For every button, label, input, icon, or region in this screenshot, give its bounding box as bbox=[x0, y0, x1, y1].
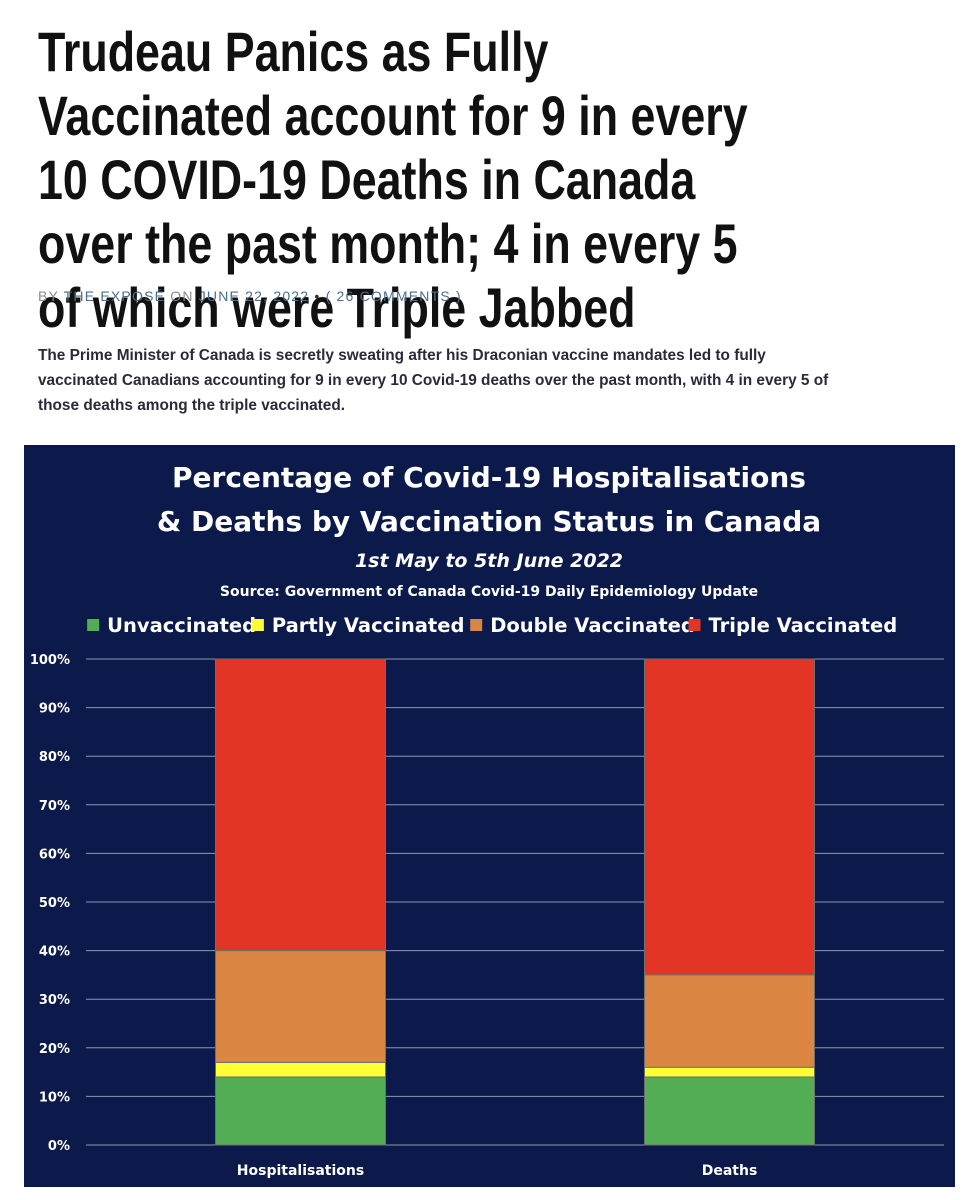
bar-deaths-triple-vaccinated bbox=[644, 658, 815, 976]
y-tick-label-7: 70% bbox=[39, 799, 70, 814]
legend-swatch-3 bbox=[688, 619, 701, 631]
y-tick-label-10: 100% bbox=[30, 653, 70, 668]
bar-deaths-unvaccinated bbox=[644, 1076, 815, 1146]
legend-swatch-1 bbox=[251, 619, 264, 631]
legend-label-3: Triple Vaccinated bbox=[709, 614, 898, 637]
stacked-bar-chart: Percentage of Covid-19 Hospitalisations &… bbox=[30, 461, 944, 1179]
y-tick-label-2: 20% bbox=[39, 1042, 70, 1057]
bar-hospitalisations-unvaccinated bbox=[215, 1076, 386, 1146]
article-summary: The Prime Minister of Canada is secretly… bbox=[38, 347, 829, 414]
y-tick-label-1: 10% bbox=[39, 1090, 70, 1105]
x-tick-label-1: Deaths bbox=[702, 1163, 758, 1179]
y-tick-label-3: 30% bbox=[39, 993, 70, 1008]
article-byline: BY THE EXPOSÉ ON JUNE 22, 2022 • ( 26 CO… bbox=[38, 288, 462, 304]
chart-title-line-2: & Deaths by Vaccination Status in Canada bbox=[157, 505, 821, 538]
y-tick-label-6: 60% bbox=[39, 847, 70, 862]
chart-subtitle: 1st May to 5th June 2022 bbox=[355, 550, 623, 572]
publish-date: JUNE 22, 2022 bbox=[198, 288, 310, 304]
comments-link[interactable]: ( 26 COMMENTS ) bbox=[325, 288, 462, 304]
bar-hospitalisations-double-vaccinated bbox=[215, 950, 386, 1063]
author-link[interactable]: THE EXPOSÉ bbox=[63, 288, 166, 304]
legend-label-2: Double Vaccinated bbox=[490, 614, 695, 637]
legend-label-0: Unvaccinated bbox=[107, 614, 256, 637]
bar-hospitalisations-partly-vaccinated bbox=[215, 1061, 386, 1078]
chart-source: Source: Government of Canada Covid-19 Da… bbox=[220, 584, 758, 600]
y-tick-label-4: 40% bbox=[39, 945, 70, 960]
x-tick-label-0: Hospitalisations bbox=[237, 1163, 364, 1179]
y-tick-label-5: 50% bbox=[39, 896, 70, 911]
legend-swatch-0 bbox=[87, 619, 100, 631]
y-tick-label-0: 0% bbox=[48, 1139, 70, 1154]
bar-hospitalisations-triple-vaccinated bbox=[215, 658, 386, 952]
byline-separator: • bbox=[314, 288, 321, 304]
legend-label-1: Partly Vaccinated bbox=[272, 614, 465, 637]
bar-deaths-double-vaccinated bbox=[644, 974, 815, 1068]
byline-on: ON bbox=[170, 288, 194, 304]
article-headline: Trudeau Panics as Fully Vaccinated accou… bbox=[38, 20, 748, 339]
bar-deaths-partly-vaccinated bbox=[644, 1066, 815, 1078]
y-tick-label-9: 90% bbox=[39, 702, 70, 717]
chart-title-line-1: Percentage of Covid-19 Hospitalisations bbox=[172, 461, 806, 494]
byline-by: BY bbox=[38, 288, 59, 304]
y-tick-label-8: 80% bbox=[39, 750, 70, 765]
chart-panel: Percentage of Covid-19 Hospitalisations &… bbox=[24, 445, 955, 1187]
legend-swatch-2 bbox=[470, 619, 483, 631]
